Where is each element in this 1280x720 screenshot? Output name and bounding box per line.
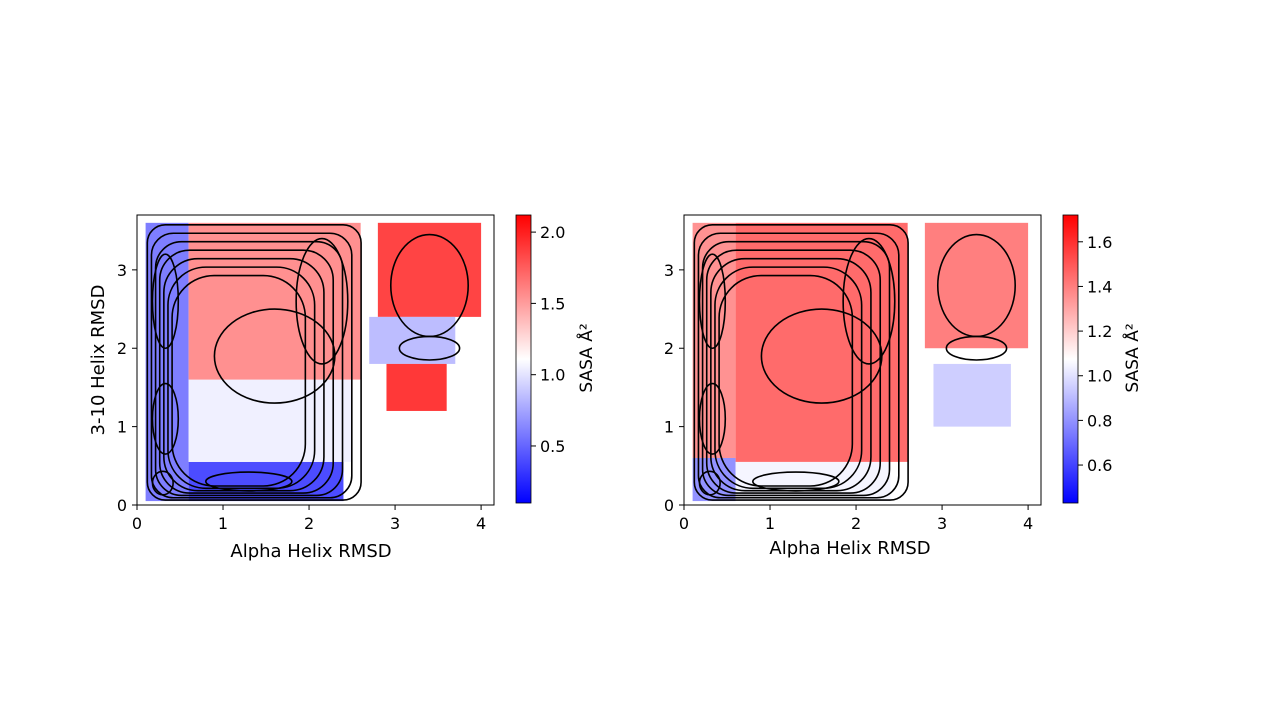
- contour-line: [151, 470, 174, 496]
- x-tick-label: 0: [132, 514, 142, 533]
- y-axis-label: 3-10 Helix RMSD: [88, 285, 109, 436]
- plot-frame: [136, 214, 495, 506]
- colorbar-gradient: [1062, 214, 1079, 504]
- colorbar: 0.5 1.0 1.5 2.0 SASA Å²: [515, 214, 597, 504]
- colorbar-label: SASA Å²: [575, 323, 597, 392]
- x-tick-label: 0: [679, 514, 689, 533]
- x-tick-label: 2: [851, 514, 861, 533]
- x-tick-label: 3: [937, 514, 947, 533]
- plot-frame: [683, 214, 1042, 506]
- y-tick-label: 2: [117, 339, 127, 358]
- y-tick-label: 2: [664, 339, 674, 358]
- x-axis: 0 1 2 3 4: [132, 505, 486, 533]
- contour-line: [718, 274, 854, 487]
- colorbar-tick-label: 1.6: [1087, 233, 1112, 252]
- colorbar-tick-label: 1.5: [540, 294, 565, 313]
- x-axis-label: Alpha Helix RMSD: [230, 541, 391, 562]
- y-tick-label: 0: [117, 496, 127, 515]
- y-tick-label: 3: [117, 261, 127, 280]
- colorbar-tick-label: 2.0: [540, 223, 565, 242]
- heatmap-region: [188, 222, 361, 380]
- heatmap-region: [145, 222, 189, 502]
- contour-line: [154, 240, 344, 497]
- colorbar-ticks: 0.5 1.0 1.5 2.0: [531, 223, 565, 456]
- contour-line: [151, 253, 180, 350]
- contour-line: [698, 382, 727, 455]
- y-axis: 0 1 2 3: [664, 261, 684, 515]
- heatmap-panel-2: 0 1 2 3 4 0 1 2 3 Alpha Helix RMSD 0.6 0.8 1.0 1.2…: [664, 214, 1143, 559]
- contour-lines: [146, 223, 469, 501]
- colorbar-gradient: [515, 214, 532, 504]
- heatmap-region: [735, 461, 891, 502]
- y-tick-label: 3: [664, 261, 674, 280]
- y-tick-label: 0: [664, 496, 674, 515]
- contour-line: [705, 249, 882, 494]
- contour-lines: [693, 223, 1016, 501]
- contour-line: [693, 223, 909, 501]
- contour-line: [171, 274, 307, 487]
- y-tick-label: 1: [664, 418, 674, 437]
- x-tick-label: 3: [390, 514, 400, 533]
- contour-line: [714, 266, 863, 490]
- colorbar-label: SASA Å²: [1121, 323, 1143, 392]
- heatmap-region: [377, 222, 482, 317]
- contour-line: [398, 335, 461, 361]
- contour-line: [698, 253, 727, 350]
- contour-line: [945, 335, 1008, 361]
- colorbar-tick-label: 0.6: [1087, 456, 1112, 475]
- colorbar-tick-label: 1.0: [1087, 367, 1112, 386]
- heatmap-region: [369, 316, 456, 364]
- contour-line: [697, 232, 900, 499]
- colorbar-tick-label: 1.0: [540, 366, 565, 385]
- contour-line: [213, 308, 336, 404]
- colorbar-tick-label: 0.5: [540, 437, 565, 456]
- contour-line: [150, 232, 353, 499]
- x-tick-label: 4: [476, 514, 486, 533]
- y-tick-label: 1: [117, 418, 127, 437]
- colorbar-tick-label: 1.4: [1087, 277, 1112, 296]
- heatmap-region: [386, 363, 447, 411]
- colorbar: 0.6 0.8 1.0 1.2 1.4 1.6 SASA Å²: [1062, 214, 1143, 504]
- contour-line: [151, 382, 180, 455]
- contour-line: [698, 470, 721, 496]
- contour-line: [842, 237, 896, 365]
- y-axis: 0 1 2 3: [117, 261, 137, 515]
- heatmap-region: [933, 363, 1011, 427]
- colorbar-ticks: 0.6 0.8 1.0 1.2 1.4 1.6: [1078, 233, 1112, 475]
- contour-line: [158, 249, 335, 494]
- colorbar-tick-label: 0.8: [1087, 411, 1112, 430]
- contour-line: [701, 240, 891, 497]
- heatmap-region: [188, 461, 344, 502]
- contour-line: [205, 471, 293, 492]
- x-tick-label: 2: [304, 514, 314, 533]
- contour-line: [146, 223, 362, 501]
- contour-line: [760, 308, 883, 404]
- x-tick-label: 4: [1023, 514, 1033, 533]
- heatmap-cells: [145, 222, 482, 502]
- colorbar-tick-label: 1.2: [1087, 322, 1112, 341]
- contour-line: [752, 471, 840, 492]
- contour-line: [295, 237, 349, 365]
- x-tick-label: 1: [218, 514, 228, 533]
- x-axis-label: Alpha Helix RMSD: [769, 538, 930, 559]
- contour-line: [167, 266, 316, 490]
- x-tick-label: 1: [765, 514, 775, 533]
- heatmap-panel-1: 0 1 2 3 4 0 1 2 3 Alpha Helix RMSD 3-10 Helix R…: [88, 214, 597, 562]
- heatmap-region: [188, 379, 353, 462]
- heatmap-region: [924, 222, 1029, 349]
- x-axis: 0 1 2 3 4: [679, 505, 1033, 533]
